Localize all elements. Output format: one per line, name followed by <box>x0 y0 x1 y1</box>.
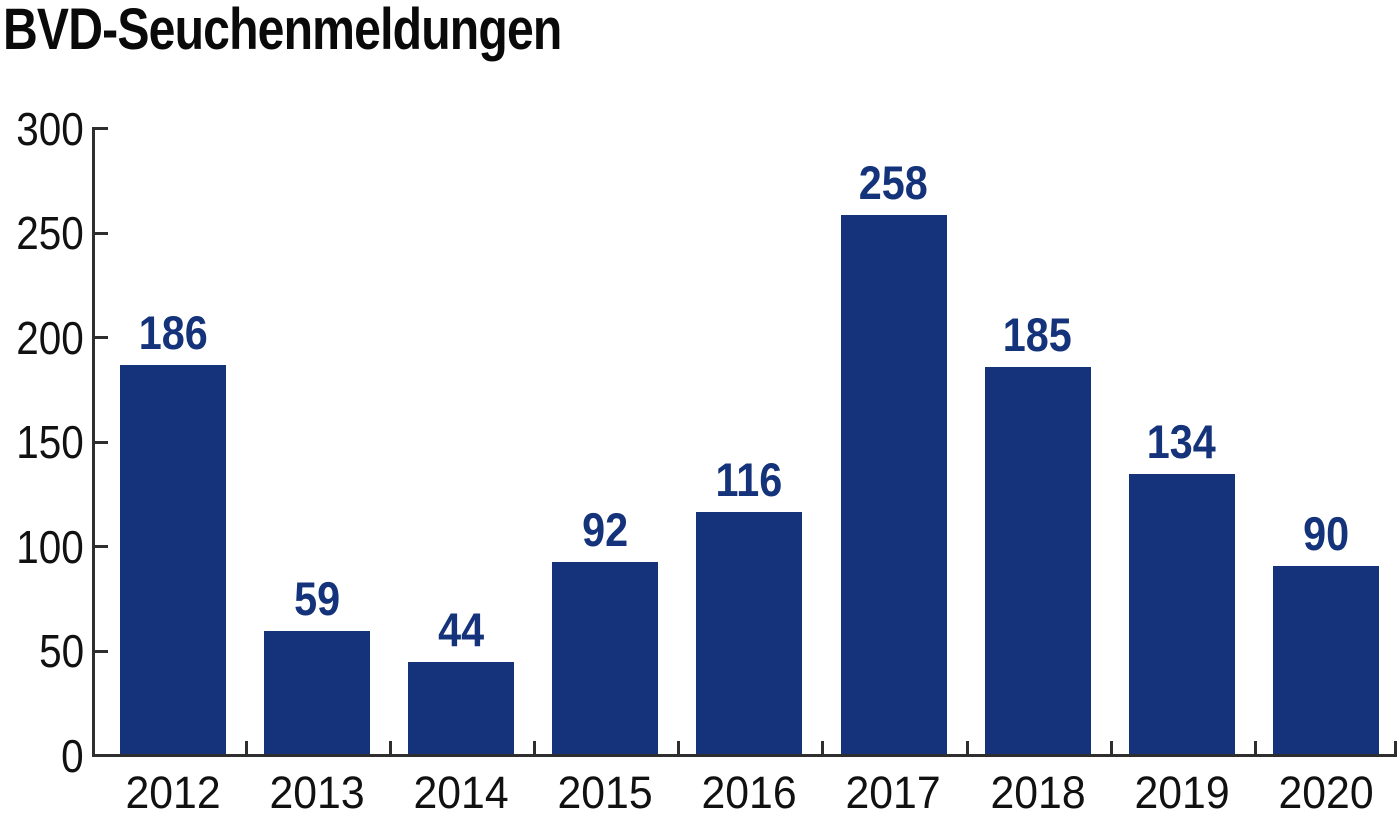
y-tick-label-text: 250 <box>16 207 84 259</box>
x-tick-label: 2020 <box>1246 770 1400 815</box>
x-tick <box>245 741 249 754</box>
x-tick <box>1109 741 1113 754</box>
y-tick-label-text: 100 <box>16 520 84 573</box>
x-tick-label-text: 2015 <box>557 767 653 818</box>
x-tick-label-text: 2016 <box>701 767 797 818</box>
y-tick-label: 150 <box>0 419 84 465</box>
y-tick <box>95 754 108 757</box>
x-tick-label: 2018 <box>958 770 1118 815</box>
y-tick <box>95 231 108 235</box>
bar <box>264 630 371 754</box>
y-tick-label-text: 150 <box>16 416 84 468</box>
bar <box>984 367 1091 754</box>
x-tick-label-text: 2017 <box>845 767 942 818</box>
bar <box>552 561 659 754</box>
y-tick-label: 200 <box>0 315 84 361</box>
chart-title: BVD-Seuchenmeldungen <box>3 0 562 62</box>
bar-value-text: 186 <box>138 306 208 360</box>
x-tick-label: 2015 <box>525 770 685 815</box>
bar-value-label: 134 <box>1102 414 1262 468</box>
x-tick-label-text: 2020 <box>1278 767 1374 818</box>
y-tick-label: 0 <box>0 733 84 779</box>
y-tick <box>95 336 108 339</box>
x-tick-label-text: 2019 <box>1134 767 1230 818</box>
x-tick <box>389 741 393 754</box>
y-tick <box>95 649 108 653</box>
bar-value-text: 258 <box>858 155 928 209</box>
x-tick-label: 2017 <box>814 770 974 815</box>
y-tick-label: 100 <box>0 524 84 570</box>
x-axis-line <box>92 754 1397 757</box>
bar-value-label: 59 <box>237 571 397 625</box>
y-tick-label: 50 <box>0 628 84 674</box>
bar-value-text: 92 <box>582 502 629 556</box>
bar <box>1128 473 1235 754</box>
x-tick <box>1394 741 1397 754</box>
bar <box>696 511 803 754</box>
y-tick <box>95 545 108 548</box>
bar-value-text: 44 <box>438 603 485 657</box>
bar-value-text: 90 <box>1302 506 1349 560</box>
x-tick <box>1253 741 1257 754</box>
bar-value-label: 90 <box>1246 506 1400 560</box>
x-tick-label: 2019 <box>1102 770 1262 815</box>
bar <box>408 662 515 754</box>
bar-value-label: 258 <box>814 155 974 209</box>
bar-value-text: 59 <box>294 571 341 625</box>
y-tick <box>95 127 108 130</box>
y-tick-label: 300 <box>0 106 84 152</box>
bar-value-label: 186 <box>93 306 253 360</box>
x-tick-label-text: 2014 <box>413 767 509 818</box>
x-tick-label-text: 2013 <box>269 767 365 818</box>
bar-value-label: 92 <box>525 502 685 556</box>
y-tick-label: 250 <box>0 210 84 256</box>
y-tick <box>95 440 108 444</box>
bar-value-label: 185 <box>958 308 1118 362</box>
y-tick-label-text: 50 <box>38 625 84 677</box>
x-tick-label: 2014 <box>381 770 541 815</box>
x-tick <box>677 741 681 754</box>
x-tick-label-text: 2012 <box>125 767 221 818</box>
x-tick <box>965 741 969 754</box>
bar-value-text: 134 <box>1147 414 1217 468</box>
x-tick-label: 2016 <box>669 770 829 815</box>
x-tick-label: 2012 <box>93 770 253 815</box>
y-tick-label-text: 200 <box>16 311 84 364</box>
x-tick <box>821 741 825 754</box>
y-axis-line <box>92 127 95 757</box>
y-tick-label-text: 0 <box>61 729 84 782</box>
x-tick-label: 2013 <box>237 770 397 815</box>
bar-value-label: 116 <box>669 452 829 506</box>
bar-value-text: 116 <box>716 452 783 506</box>
x-tick <box>533 741 537 754</box>
bar-value-label: 44 <box>381 603 541 657</box>
bar-value-text: 185 <box>1003 308 1073 362</box>
bar <box>840 214 947 754</box>
bar <box>120 365 226 754</box>
x-tick-label-text: 2018 <box>990 767 1086 818</box>
y-tick-label-text: 300 <box>16 102 84 155</box>
bar <box>1272 565 1379 754</box>
